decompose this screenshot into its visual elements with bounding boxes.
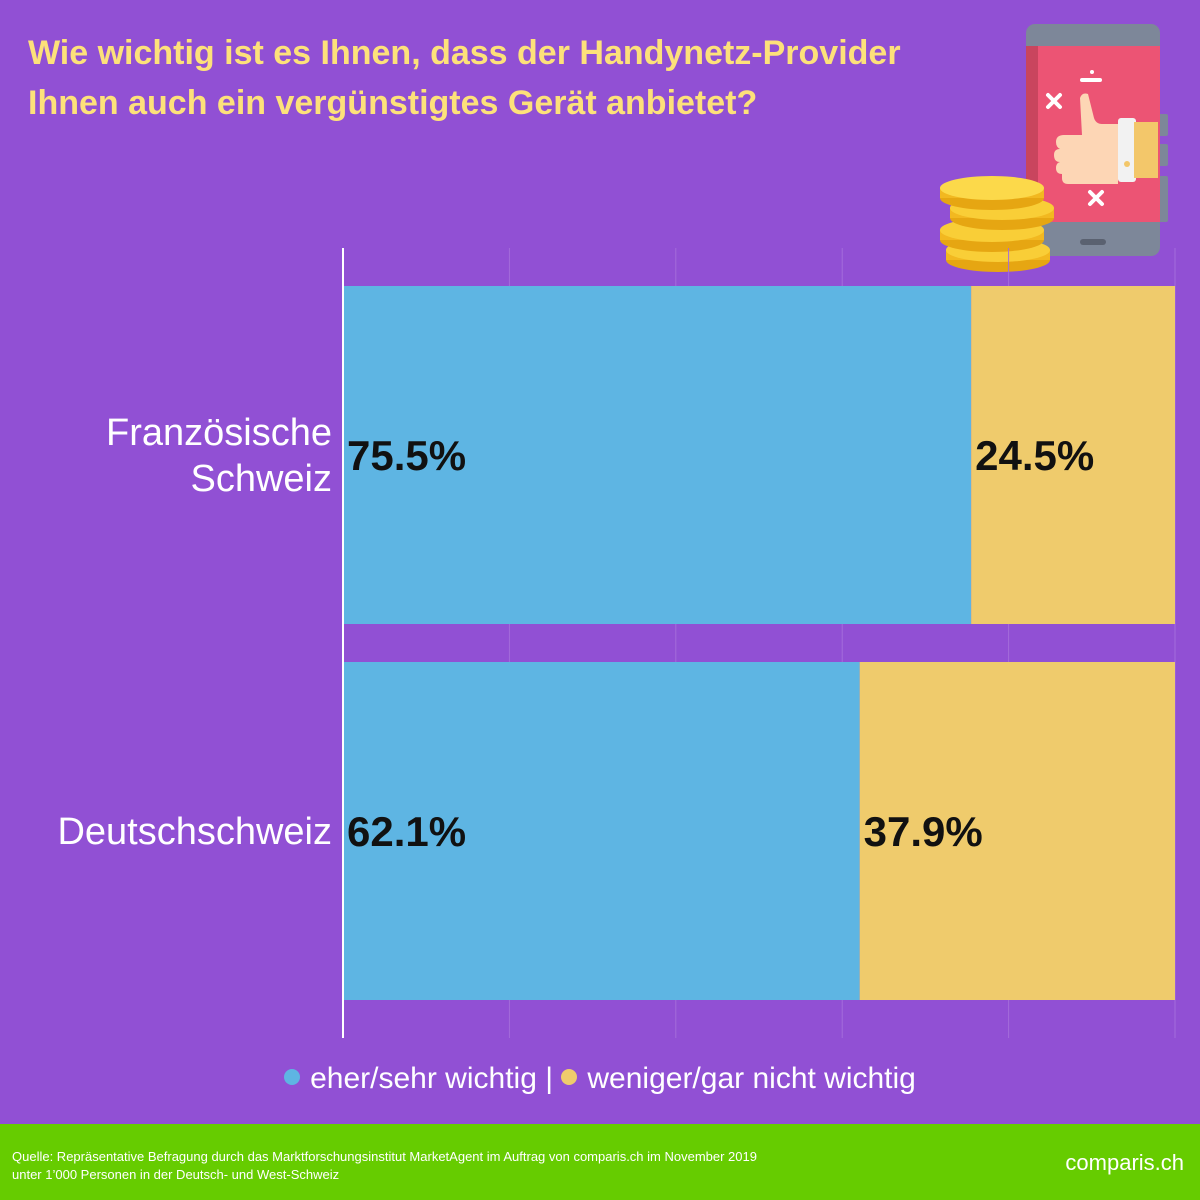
data-label: 75.5% <box>347 432 466 479</box>
legend-label-important: eher/sehr wichtig <box>310 1062 537 1095</box>
source-note: Quelle: Repräsentative Befragung durch d… <box>12 1148 912 1184</box>
chart-title: Wie wichtig ist es Ihnen, dass der Handy… <box>28 28 988 128</box>
category-label: Deutschschweiz <box>57 811 332 853</box>
category-label-line: Französische <box>106 412 332 454</box>
footer-bar: Quelle: Repräsentative Befragung durch d… <box>0 1124 1200 1200</box>
category-label: Französische Schweiz <box>106 412 332 500</box>
data-label: 37.9% <box>864 808 983 855</box>
chart-legend: eher/sehr wichtig | weniger/gar nicht wi… <box>0 1062 1200 1096</box>
stacked-bar-chart: 75.5% 24.5% Französische Schweiz 62.1% 37.9% D… <box>57 248 1176 1038</box>
data-label: 62.1% <box>347 808 466 855</box>
legend-swatch-important <box>284 1069 301 1086</box>
legend-label-not-important: weniger/gar nicht wichtig <box>587 1062 916 1095</box>
chart-title-line-1: Wie wichtig ist es Ihnen, dass der Handy… <box>28 34 901 72</box>
source-line-2: unter 1’000 Personen in der Deutsch- und… <box>12 1167 340 1182</box>
source-line-1: Quelle: Repräsentative Befragung durch d… <box>12 1149 757 1164</box>
bar-segment <box>343 662 860 1000</box>
data-label: 24.5% <box>975 432 1094 479</box>
phone-coins-illustration <box>940 24 1168 272</box>
legend-swatch-not-important <box>561 1069 578 1086</box>
bar-segment <box>343 286 972 624</box>
bar-segment <box>971 286 1175 624</box>
category-label-line: Deutschschweiz <box>57 811 332 853</box>
bar-segment <box>859 662 1175 1000</box>
coin-stack-icon <box>940 176 1054 272</box>
category-label-line: Schweiz <box>191 458 333 500</box>
legend-separator: | <box>545 1062 554 1095</box>
bars <box>343 286 1175 1000</box>
smartphone-thumbs-up-icon <box>1026 24 1168 256</box>
labels: 75.5% 24.5% Französische Schweiz 62.1% 37.9% D… <box>57 248 1094 1038</box>
comparis-logo[interactable]: comparis.ch <box>1065 1150 1184 1175</box>
chart-title-line-2: Ihnen auch ein vergünstigtes Gerät anbie… <box>28 84 758 122</box>
